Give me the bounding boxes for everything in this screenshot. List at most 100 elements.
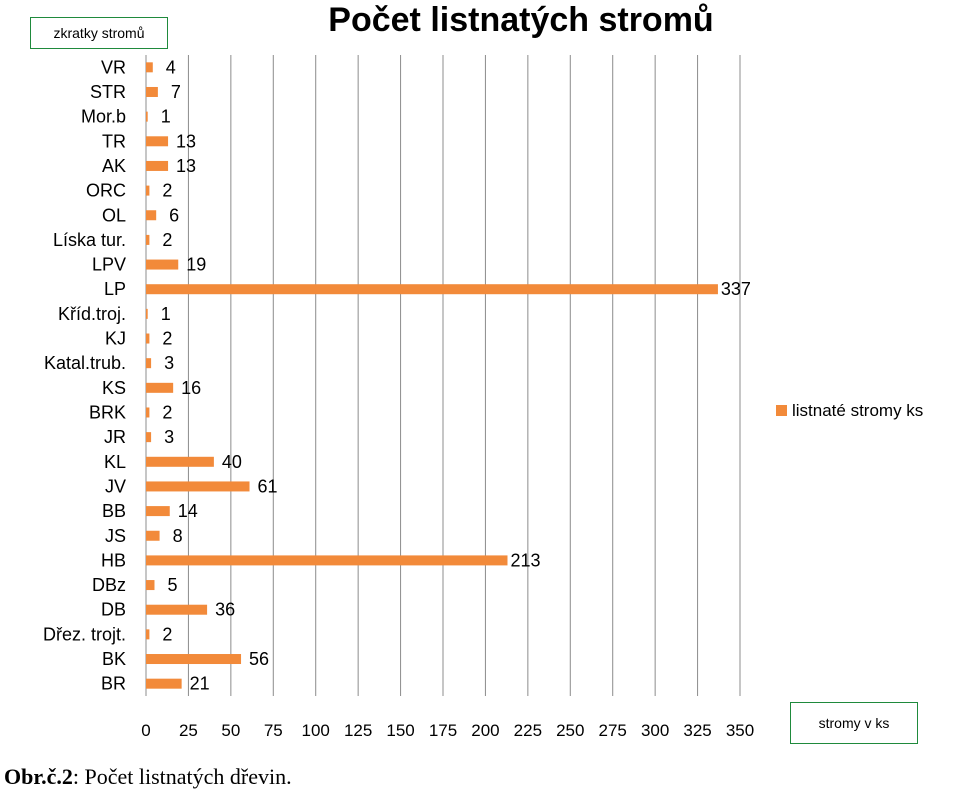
gridlines: [145, 55, 741, 696]
bar: [146, 160, 169, 171]
x-tick-label: 225: [514, 721, 542, 740]
value-axis-label-text: stromy v ks: [818, 715, 890, 731]
x-tick-label: 325: [683, 721, 711, 740]
bar: [146, 580, 155, 591]
data-label: 21: [190, 674, 210, 694]
figure-caption: Obr.č.2: Počet listnatých dřevin.: [4, 764, 292, 790]
data-label: 2: [162, 230, 172, 250]
data-label: 213: [510, 550, 540, 570]
bar: [146, 358, 152, 369]
caption-text: : Počet listnatých dřevin.: [72, 764, 292, 789]
x-tick-labels: 0 25 50 75 100 125 150 175 200 225 250 275 300 325 350: [141, 721, 754, 740]
bar: [146, 185, 150, 196]
category-axis-label: zkratky stromů: [30, 17, 168, 49]
category-label: BK: [102, 649, 126, 669]
category-label: KS: [102, 378, 126, 398]
data-label: 3: [164, 353, 174, 373]
category-label: JR: [104, 427, 126, 447]
x-tick-label: 25: [179, 721, 198, 740]
bar: [146, 456, 214, 467]
data-label: 13: [176, 156, 196, 176]
data-label: 6: [169, 205, 179, 225]
data-label: 56: [249, 649, 269, 669]
bar: [146, 654, 242, 665]
x-tick-label: 200: [471, 721, 499, 740]
category-label: KJ: [105, 329, 126, 349]
caption-prefix: Obr.č.2: [4, 764, 73, 789]
bar: [146, 555, 508, 566]
category-label: Katal.trub.: [44, 353, 126, 373]
x-tick-label: 50: [221, 721, 240, 740]
category-label: BRK: [89, 402, 126, 422]
data-label: 61: [258, 476, 278, 496]
category-label: DBz: [92, 575, 126, 595]
category-label: DB: [101, 600, 126, 620]
bar: [146, 333, 150, 344]
data-label: 2: [162, 624, 172, 644]
x-tick-label: 275: [599, 721, 627, 740]
category-label: OL: [102, 205, 126, 225]
data-label: 14: [178, 501, 198, 521]
data-label: 2: [162, 181, 172, 201]
x-tick-label: 350: [726, 721, 754, 740]
legend: listnaté stromy ks: [776, 401, 923, 420]
category-label: JV: [105, 476, 126, 496]
data-label: 5: [167, 575, 177, 595]
category-label: BR: [101, 674, 126, 694]
data-label: 1: [161, 107, 171, 127]
bar: [146, 136, 169, 147]
x-tick-label: 175: [429, 721, 457, 740]
category-label: TR: [102, 131, 126, 151]
category-label: LPV: [92, 255, 126, 275]
category-label: KL: [104, 452, 126, 472]
bar: [146, 604, 208, 615]
category-label: BB: [102, 501, 126, 521]
category-labels: VR STR Mor.b TR AK ORC OL Líska tur. LPV LP Kříd.t…: [43, 57, 126, 693]
data-label: 16: [181, 378, 201, 398]
bar: [146, 210, 157, 221]
category-label: LP: [104, 279, 126, 299]
x-tick-label: 0: [141, 721, 150, 740]
data-label: 36: [215, 600, 235, 620]
category-label: Dřez. trojt.: [43, 624, 126, 644]
bar: [146, 86, 158, 97]
category-label: VR: [101, 57, 126, 77]
legend-label: listnaté stromy ks: [792, 401, 923, 420]
bar: [146, 629, 150, 640]
data-label: 1: [161, 304, 171, 324]
x-tick-label: 150: [386, 721, 414, 740]
x-tick-label: 75: [264, 721, 283, 740]
category-label: Kříd.troj.: [58, 304, 126, 324]
data-label: 2: [162, 329, 172, 349]
data-label: 3: [164, 427, 174, 447]
data-label: 40: [222, 452, 242, 472]
category-label: STR: [90, 82, 126, 102]
bar: [146, 308, 148, 319]
category-label: HB: [101, 550, 126, 570]
bar: [146, 382, 174, 393]
category-label: ORC: [86, 181, 126, 201]
category-axis-label-text: zkratky stromů: [53, 25, 145, 41]
value-axis-label: stromy v ks: [790, 702, 918, 744]
bar: [146, 678, 182, 689]
bar: [146, 284, 718, 295]
x-tick-label: 100: [302, 721, 330, 740]
bar: [146, 432, 152, 443]
data-label: 2: [162, 402, 172, 422]
category-label: Líska tur.: [53, 230, 126, 250]
bar: [146, 111, 148, 122]
x-tick-label: 125: [344, 721, 372, 740]
category-label: JS: [105, 526, 126, 546]
data-label: 7: [171, 82, 181, 102]
bar: [146, 506, 170, 517]
bar: [146, 259, 179, 270]
bars: [146, 62, 718, 689]
bar: [146, 407, 150, 418]
x-tick-label: 300: [641, 721, 669, 740]
x-tick-label: 250: [556, 721, 584, 740]
bar: [146, 481, 250, 492]
data-label: 337: [721, 279, 751, 299]
data-label: 4: [166, 57, 176, 77]
